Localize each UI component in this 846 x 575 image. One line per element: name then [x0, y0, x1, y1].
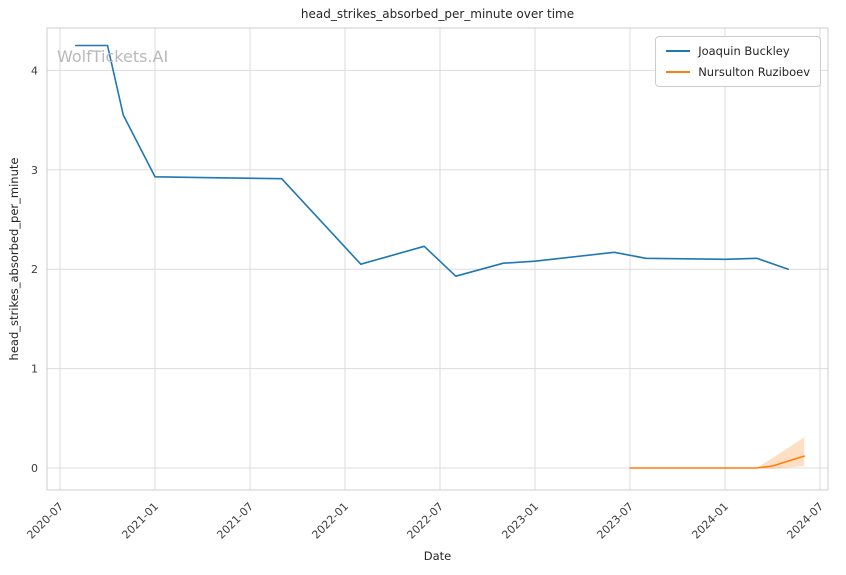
legend: Joaquin Buckley Nursulton Ruziboev — [655, 36, 821, 87]
y-axis-label: head_strikes_absorbed_per_minute — [7, 157, 21, 361]
confidence-band — [630, 437, 805, 469]
x-tick-label: 2022-01 — [309, 500, 351, 542]
x-tick-label: 2022-07 — [404, 500, 446, 542]
y-tick-labels: 0 1 2 3 4 — [31, 64, 38, 475]
x-tick-label: 2023-07 — [594, 500, 636, 542]
y-tick-label: 2 — [31, 263, 38, 276]
legend-label: Joaquin Buckley — [698, 44, 790, 58]
x-tick-label: 2024-01 — [689, 500, 731, 542]
series-line-nursulton-ruziboev — [629, 455, 806, 469]
x-tick-labels: 2020-07 2021-01 2021-07 2022-01 2022-07 2023-… — [24, 500, 826, 542]
legend-label: Nursulton Ruziboev — [698, 65, 810, 79]
x-tick-label: 2021-01 — [119, 500, 161, 542]
legend-item-nursulton-ruziboev: Nursulton Ruziboev — [666, 65, 810, 79]
series-line-joaquin-buckley — [75, 44, 790, 278]
legend-item-joaquin-buckley: Joaquin Buckley — [666, 44, 810, 58]
legend-line-sample-icon — [666, 50, 691, 52]
x-tick-label: 2023-01 — [499, 500, 541, 542]
chart-title: head_strikes_absorbed_per_minute over ti… — [300, 7, 575, 21]
y-tick-label: 1 — [31, 363, 38, 376]
plot-border — [46, 27, 829, 491]
x-tick-label: 2020-07 — [24, 500, 66, 542]
watermark: WolfTickets.AI — [57, 47, 169, 66]
y-tick-label: 3 — [31, 164, 38, 177]
x-axis-label: Date — [423, 549, 452, 563]
y-tick-label: 4 — [31, 64, 38, 77]
y-tick-label: 0 — [31, 462, 38, 475]
legend-line-sample-icon — [666, 71, 691, 73]
x-tick-label: 2021-07 — [214, 500, 256, 542]
x-tick-label: 2024-07 — [784, 500, 826, 542]
